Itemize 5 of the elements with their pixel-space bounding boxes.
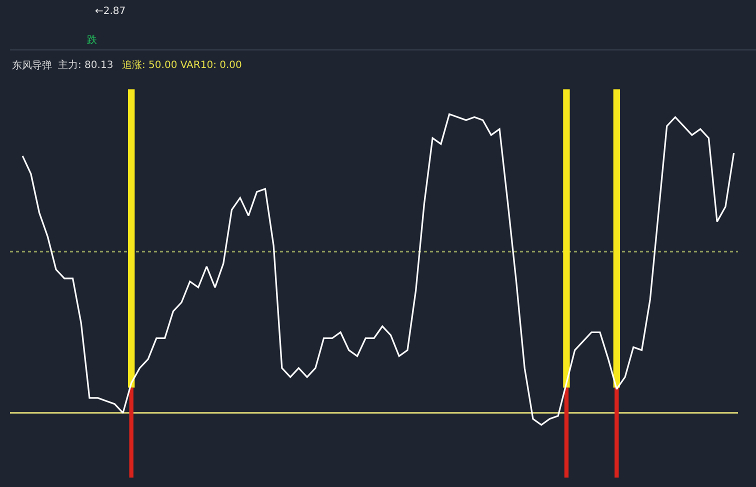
- text: 主力: 80.13: [58, 59, 114, 71]
- chart-title: 东风导弹: [12, 60, 52, 72]
- text: 跌: [87, 34, 97, 46]
- text: ←2.87: [95, 6, 126, 17]
- text: 追涨: 50.00 VAR10: 0.00: [122, 59, 242, 71]
